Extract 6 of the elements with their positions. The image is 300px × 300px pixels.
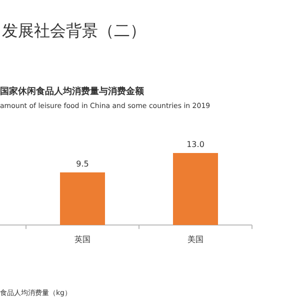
data-label: 9.5: [76, 159, 89, 168]
subtitle: 国家休闲食品人均消费量与消费金额: [0, 87, 144, 97]
data-label: 13.0: [186, 140, 204, 149]
category-label: 美国: [188, 235, 204, 244]
category-label: 英国: [74, 235, 90, 244]
title: 发展社会背景（二）: [2, 21, 146, 40]
